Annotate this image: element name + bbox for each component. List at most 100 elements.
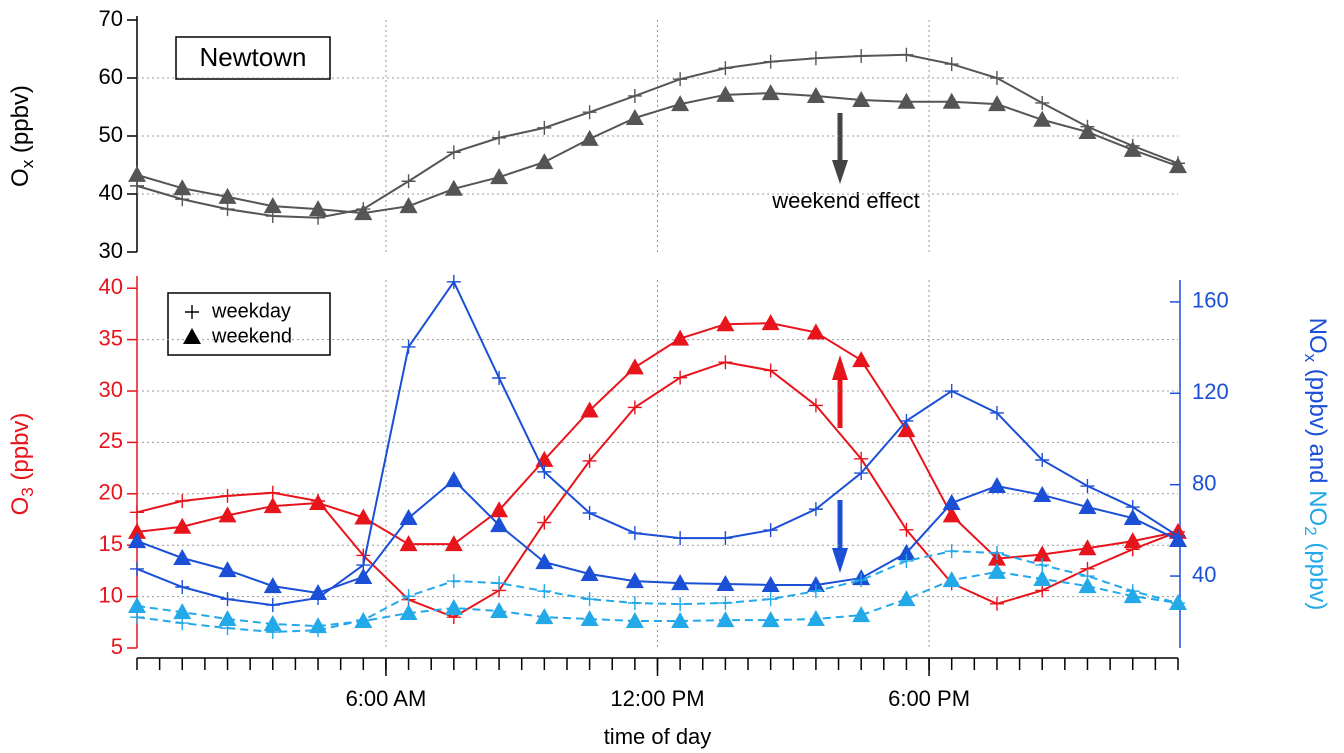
marker	[309, 494, 328, 511]
marker	[1033, 570, 1052, 587]
marker	[537, 584, 552, 599]
marker	[446, 574, 461, 589]
marker	[627, 88, 642, 103]
axis-label: NOx (ppbv) and NO2 (ppbv)	[1301, 318, 1331, 611]
axis-label-part: (ppbv) and	[1304, 362, 1331, 490]
series-line	[136, 478, 1179, 594]
marker	[1033, 545, 1052, 562]
marker	[535, 153, 554, 170]
y2-tick-label: 160	[1192, 288, 1229, 313]
marker	[899, 47, 914, 62]
marker	[173, 603, 192, 620]
marker	[354, 204, 373, 221]
series-line	[136, 92, 1179, 215]
marker	[942, 506, 961, 523]
marker	[854, 451, 869, 466]
marker	[763, 54, 778, 69]
marker	[537, 464, 552, 479]
marker	[987, 477, 1006, 494]
marker	[354, 508, 373, 525]
marker	[1033, 485, 1052, 502]
marker	[625, 358, 644, 375]
marker	[944, 384, 959, 399]
marker	[309, 583, 328, 600]
axis-label-part: (ppbv)	[7, 85, 34, 160]
marker	[218, 609, 237, 626]
marker	[444, 535, 463, 552]
marker	[128, 165, 146, 182]
marker	[808, 584, 823, 599]
marker	[490, 516, 509, 533]
y-tick-label: 10	[99, 582, 123, 607]
marker	[761, 575, 780, 592]
marker	[183, 328, 201, 344]
marker	[1033, 110, 1052, 127]
axis-label-part: x	[18, 159, 37, 168]
marker	[490, 601, 509, 618]
marker	[808, 51, 823, 66]
marker	[444, 599, 463, 616]
y2-tick-label: 120	[1192, 379, 1229, 404]
marker	[1080, 479, 1095, 494]
marker	[716, 611, 735, 628]
marker	[537, 120, 552, 135]
marker	[446, 274, 461, 289]
arrow	[832, 355, 848, 428]
legend-label: weekday	[211, 300, 291, 322]
marker	[185, 305, 199, 319]
annotation: weekend effect	[771, 188, 920, 213]
marker	[625, 109, 644, 126]
marker	[761, 84, 780, 101]
marker	[220, 592, 235, 607]
marker	[718, 595, 733, 610]
marker	[718, 531, 733, 546]
marker	[1123, 587, 1142, 604]
y-tick-label: 30	[99, 238, 123, 263]
marker	[1035, 95, 1050, 110]
marker	[763, 523, 778, 538]
marker	[761, 611, 780, 628]
y-tick-label: 40	[99, 274, 123, 299]
marker	[218, 506, 237, 523]
marker	[987, 95, 1006, 112]
marker	[399, 535, 418, 552]
marker	[401, 589, 416, 604]
axis-label: Ox (ppbv)	[7, 85, 37, 187]
marker	[399, 197, 418, 214]
marker	[444, 471, 463, 488]
axis-label-part: 3	[18, 487, 37, 496]
series-line	[136, 361, 1179, 619]
marker	[989, 405, 1004, 420]
marker	[942, 571, 961, 588]
marker	[173, 179, 192, 196]
marker	[1078, 498, 1097, 515]
axis-label-part: NO	[1304, 490, 1331, 526]
marker	[173, 548, 192, 565]
marker	[309, 617, 328, 634]
marker	[1169, 157, 1187, 174]
marker	[718, 355, 733, 370]
marker	[806, 323, 825, 340]
y-tick-label: 5	[111, 634, 123, 659]
marker	[761, 314, 780, 331]
marker	[944, 544, 959, 559]
axis-label-part: O	[7, 168, 34, 187]
series-line	[136, 322, 1179, 560]
marker	[763, 592, 778, 607]
marker	[852, 606, 871, 623]
marker	[399, 604, 418, 621]
marker	[899, 413, 914, 428]
marker	[175, 494, 190, 509]
marker	[580, 609, 599, 626]
marker	[218, 561, 237, 578]
marker	[808, 502, 823, 517]
marker	[671, 95, 690, 112]
marker	[399, 509, 418, 526]
marker	[627, 400, 642, 415]
marker	[265, 598, 280, 613]
marker	[942, 493, 961, 510]
marker	[263, 615, 282, 632]
y2-tick-label: 80	[1192, 470, 1216, 495]
y2-tick-label: 40	[1192, 562, 1216, 587]
marker	[716, 575, 735, 592]
